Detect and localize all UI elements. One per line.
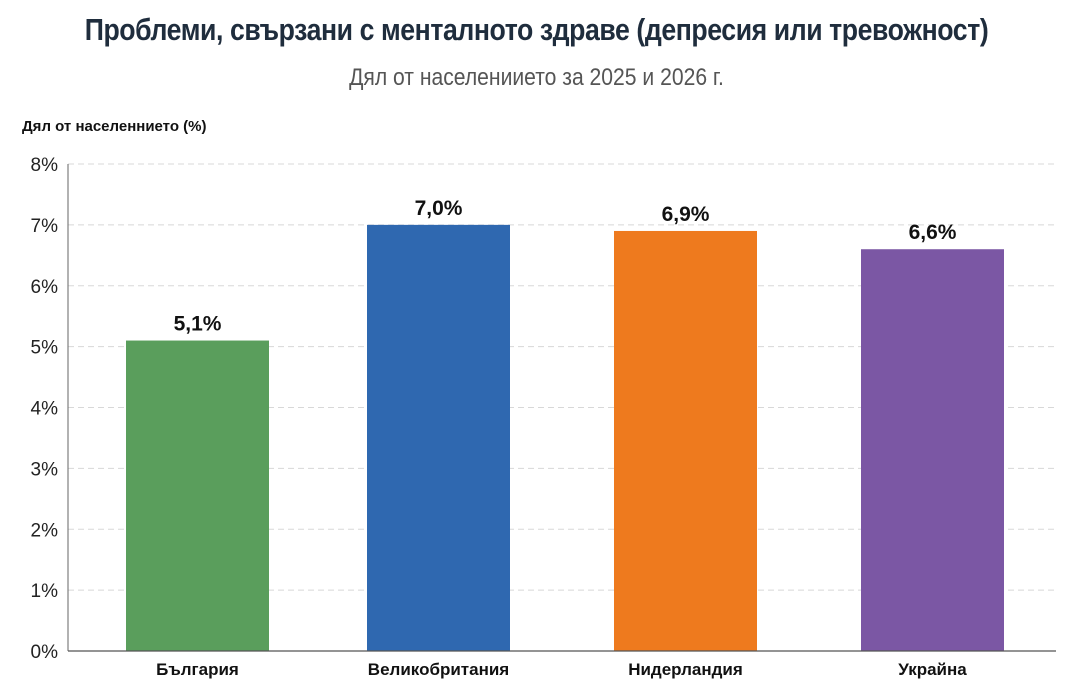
y-axis-label: Дял от населеннието (%) xyxy=(22,118,207,135)
x-tick-label: Нидерландия xyxy=(628,660,743,679)
y-tick-label: 3% xyxy=(31,459,59,480)
y-tick-label: 0% xyxy=(31,642,59,663)
x-tick-label: Великобритания xyxy=(368,660,509,679)
y-tick-label: 6% xyxy=(31,277,59,298)
data-label: 6,9% xyxy=(662,203,710,226)
bar-4 xyxy=(861,249,1004,651)
bar-2 xyxy=(367,224,510,651)
bar-1 xyxy=(126,340,269,651)
chart-title: Проблеми, свързани с менталното здраве (… xyxy=(84,12,989,47)
y-tick-label: 8% xyxy=(31,155,59,176)
data-label: 6,6% xyxy=(909,221,957,244)
data-label: 5,1% xyxy=(174,313,222,336)
y-tick-label: 2% xyxy=(31,520,59,541)
y-tick-label: 7% xyxy=(31,216,59,237)
y-tick-label: 5% xyxy=(31,338,59,359)
y-tick-label: 4% xyxy=(31,399,59,420)
bar-3 xyxy=(614,230,757,651)
x-tick-label: Украйна xyxy=(898,660,967,679)
x-tick-label: България xyxy=(156,660,239,679)
y-tick-label: 1% xyxy=(31,581,59,602)
data-label: 7,0% xyxy=(415,197,463,220)
chart-subtitle: Дял от населениието за 2025 и 2026 г. xyxy=(349,64,724,91)
